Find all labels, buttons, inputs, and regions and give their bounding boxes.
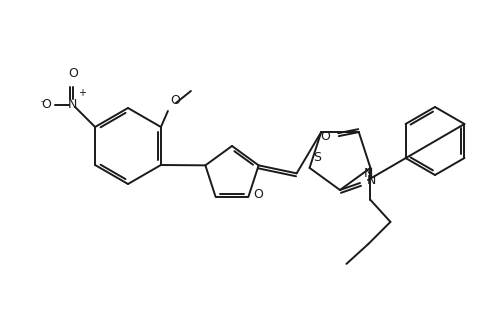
Text: O: O: [41, 97, 51, 111]
Text: ⁻: ⁻: [39, 99, 45, 109]
Text: O: O: [68, 67, 78, 80]
Text: S: S: [313, 151, 322, 164]
Text: O: O: [170, 94, 180, 107]
Text: O: O: [320, 130, 330, 142]
Text: O: O: [254, 188, 263, 201]
Text: N: N: [367, 174, 376, 187]
Text: N: N: [68, 97, 77, 111]
Text: N: N: [364, 167, 373, 180]
Text: +: +: [78, 88, 86, 98]
